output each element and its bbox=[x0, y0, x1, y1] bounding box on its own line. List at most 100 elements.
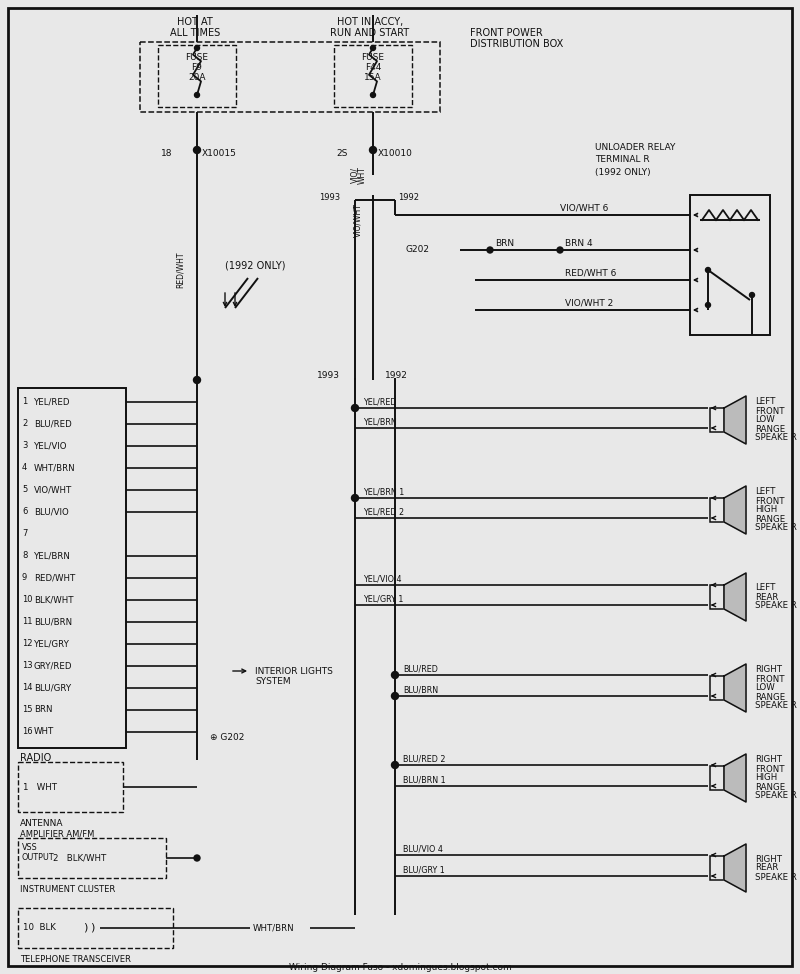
Text: X10010: X10010 bbox=[378, 148, 413, 158]
Text: 7: 7 bbox=[22, 530, 27, 539]
Text: SPEAKE R: SPEAKE R bbox=[755, 523, 797, 533]
Text: FRONT: FRONT bbox=[755, 406, 785, 416]
Text: VIO/WHT 6: VIO/WHT 6 bbox=[560, 204, 608, 212]
Text: X10015: X10015 bbox=[202, 148, 237, 158]
Bar bbox=[710, 408, 724, 432]
Text: 1   WHT: 1 WHT bbox=[23, 782, 57, 792]
Text: ⊕ G202: ⊕ G202 bbox=[210, 732, 244, 741]
Circle shape bbox=[391, 693, 398, 699]
Circle shape bbox=[370, 146, 377, 154]
Text: YEL/RED 2: YEL/RED 2 bbox=[363, 507, 404, 516]
Text: SPEAKE R: SPEAKE R bbox=[755, 792, 797, 801]
Circle shape bbox=[194, 146, 201, 154]
Text: ANTENNA: ANTENNA bbox=[20, 819, 63, 829]
Text: FRONT: FRONT bbox=[755, 675, 785, 684]
Text: RED/WHT: RED/WHT bbox=[34, 574, 75, 582]
Text: HIGH: HIGH bbox=[755, 506, 778, 514]
Text: BRN: BRN bbox=[34, 705, 53, 715]
Circle shape bbox=[706, 268, 710, 273]
Circle shape bbox=[194, 855, 200, 861]
Text: SPEAKE R: SPEAKE R bbox=[755, 433, 797, 442]
Text: YEL/BRN: YEL/BRN bbox=[34, 551, 71, 560]
Text: ALL TIMES: ALL TIMES bbox=[170, 28, 220, 38]
Text: FRONT: FRONT bbox=[755, 497, 785, 506]
Text: BRN 4: BRN 4 bbox=[565, 239, 593, 247]
Text: 5: 5 bbox=[22, 485, 27, 495]
Text: OUTPUT: OUTPUT bbox=[22, 853, 54, 863]
Text: YEL/RED: YEL/RED bbox=[363, 397, 397, 406]
Text: 8: 8 bbox=[22, 551, 27, 560]
Circle shape bbox=[194, 46, 199, 51]
Text: WHT/BRN: WHT/BRN bbox=[34, 464, 76, 472]
Circle shape bbox=[194, 377, 201, 384]
Polygon shape bbox=[724, 573, 746, 621]
Text: FUSE: FUSE bbox=[362, 54, 385, 62]
Text: WHT: WHT bbox=[358, 166, 366, 184]
Bar bbox=[158, 45, 236, 107]
Text: BLU/RED: BLU/RED bbox=[34, 420, 72, 429]
Text: TERMINAL R: TERMINAL R bbox=[595, 156, 650, 165]
Text: REAR: REAR bbox=[755, 592, 778, 602]
Text: BLU/BRN: BLU/BRN bbox=[34, 618, 72, 626]
Text: YEL/GRY: YEL/GRY bbox=[34, 640, 70, 649]
Bar bbox=[710, 676, 724, 700]
Text: 2: 2 bbox=[22, 420, 27, 429]
Text: YEL/VIO: YEL/VIO bbox=[34, 441, 67, 451]
Text: FUSE: FUSE bbox=[186, 54, 209, 62]
Text: 11: 11 bbox=[22, 618, 33, 626]
Text: UNLOADER RELAY: UNLOADER RELAY bbox=[595, 143, 675, 153]
Circle shape bbox=[351, 404, 358, 411]
Text: G202: G202 bbox=[406, 245, 430, 254]
Text: RANGE: RANGE bbox=[755, 693, 786, 701]
Text: BLU/VIO: BLU/VIO bbox=[34, 507, 69, 516]
Text: 20A: 20A bbox=[188, 73, 206, 83]
Circle shape bbox=[370, 46, 375, 51]
Circle shape bbox=[391, 762, 398, 768]
Text: 10  BLK: 10 BLK bbox=[23, 923, 56, 932]
Text: VSS: VSS bbox=[22, 843, 38, 852]
Text: BLK/WHT: BLK/WHT bbox=[34, 595, 74, 605]
Text: LEFT: LEFT bbox=[755, 397, 775, 406]
Text: GRY/RED: GRY/RED bbox=[34, 661, 73, 670]
Text: 1: 1 bbox=[22, 397, 27, 406]
Text: RANGE: RANGE bbox=[755, 782, 786, 792]
Text: INTERIOR LIGHTS: INTERIOR LIGHTS bbox=[255, 666, 333, 676]
Text: LEFT: LEFT bbox=[755, 583, 775, 592]
Text: 2   BLK/WHT: 2 BLK/WHT bbox=[53, 853, 106, 863]
Text: BLU/RED: BLU/RED bbox=[403, 664, 438, 673]
Text: RIGHT: RIGHT bbox=[755, 854, 782, 864]
Text: ): ) bbox=[83, 923, 87, 933]
Text: INSTRUMENT CLUSTER: INSTRUMENT CLUSTER bbox=[20, 885, 115, 894]
Text: RED/WHT 6: RED/WHT 6 bbox=[565, 269, 616, 278]
Circle shape bbox=[391, 671, 398, 679]
Text: BLU/VIO 4: BLU/VIO 4 bbox=[403, 844, 443, 853]
Text: SPEAKE R: SPEAKE R bbox=[755, 701, 797, 710]
Text: RADIO: RADIO bbox=[20, 753, 51, 763]
Text: AMPLIFIER AM/FM: AMPLIFIER AM/FM bbox=[20, 830, 94, 839]
Bar bbox=[18, 908, 173, 948]
Text: F44: F44 bbox=[365, 63, 381, 72]
Text: 14: 14 bbox=[22, 684, 33, 693]
Text: LOW: LOW bbox=[755, 684, 774, 693]
Text: BLU/GRY 1: BLU/GRY 1 bbox=[403, 866, 445, 875]
Text: YEL/VIO 4: YEL/VIO 4 bbox=[363, 575, 402, 583]
Text: RANGE: RANGE bbox=[755, 425, 786, 433]
Text: 16: 16 bbox=[22, 728, 33, 736]
Circle shape bbox=[750, 292, 754, 297]
Bar bbox=[710, 766, 724, 790]
Text: 10: 10 bbox=[22, 595, 33, 605]
Text: BLU/GRY: BLU/GRY bbox=[34, 684, 71, 693]
Bar bbox=[18, 762, 123, 812]
Text: BLU/RED 2: BLU/RED 2 bbox=[403, 755, 446, 764]
Text: YEL/BRN: YEL/BRN bbox=[363, 418, 397, 427]
Circle shape bbox=[194, 93, 199, 97]
Text: BLU/BRN: BLU/BRN bbox=[403, 686, 438, 694]
Text: DISTRIBUTION BOX: DISTRIBUTION BOX bbox=[470, 39, 563, 49]
Text: BLU/BRN 1: BLU/BRN 1 bbox=[403, 775, 446, 784]
Text: 9: 9 bbox=[22, 574, 27, 582]
Circle shape bbox=[351, 495, 358, 502]
Text: LOW: LOW bbox=[755, 416, 774, 425]
Text: 6: 6 bbox=[22, 507, 27, 516]
Text: F9: F9 bbox=[191, 63, 202, 72]
Bar bbox=[18, 838, 166, 878]
